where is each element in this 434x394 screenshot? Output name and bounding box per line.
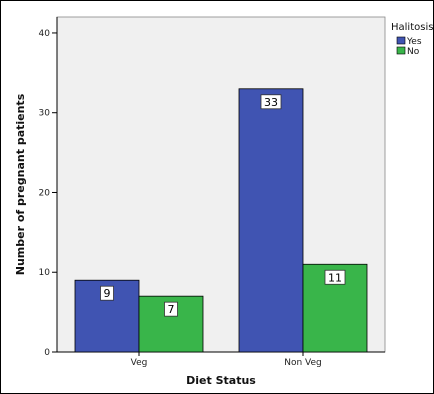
legend-label-no: No	[407, 47, 420, 57]
bars	[74, 88, 368, 353]
y-tick-label: 20	[39, 188, 51, 198]
y-tick-label: 30	[39, 109, 51, 119]
y-axis: 0 10 20 30 40	[39, 17, 58, 358]
y-axis-title: Number of pregnant patients	[14, 93, 27, 275]
y-tick-label: 10	[39, 268, 51, 278]
legend-swatch-yes	[396, 36, 406, 45]
y-tick-label: 40	[39, 29, 51, 39]
legend-label-yes: Yes	[406, 37, 422, 47]
data-label-box	[260, 94, 282, 110]
x-axis-title: Diet Status	[186, 374, 256, 387]
bar-yes-non-veg	[238, 88, 304, 353]
data-label-box	[164, 301, 178, 317]
data-label: 33	[264, 96, 278, 109]
legend-swatch-no	[396, 46, 406, 55]
data-label: 9	[104, 287, 111, 300]
data-label-box	[100, 285, 114, 301]
x-tick-label: Non Veg	[284, 358, 322, 368]
legend-title: Halitosis	[391, 22, 433, 33]
data-label: 11	[328, 271, 342, 284]
x-tick-label: Veg	[131, 358, 148, 368]
data-labels: 9 7 33 11	[100, 94, 346, 317]
data-label-box	[324, 269, 346, 285]
y-tick-label: 0	[44, 348, 50, 358]
data-label: 7	[168, 303, 175, 316]
x-axis: Veg Non Veg	[57, 351, 385, 368]
